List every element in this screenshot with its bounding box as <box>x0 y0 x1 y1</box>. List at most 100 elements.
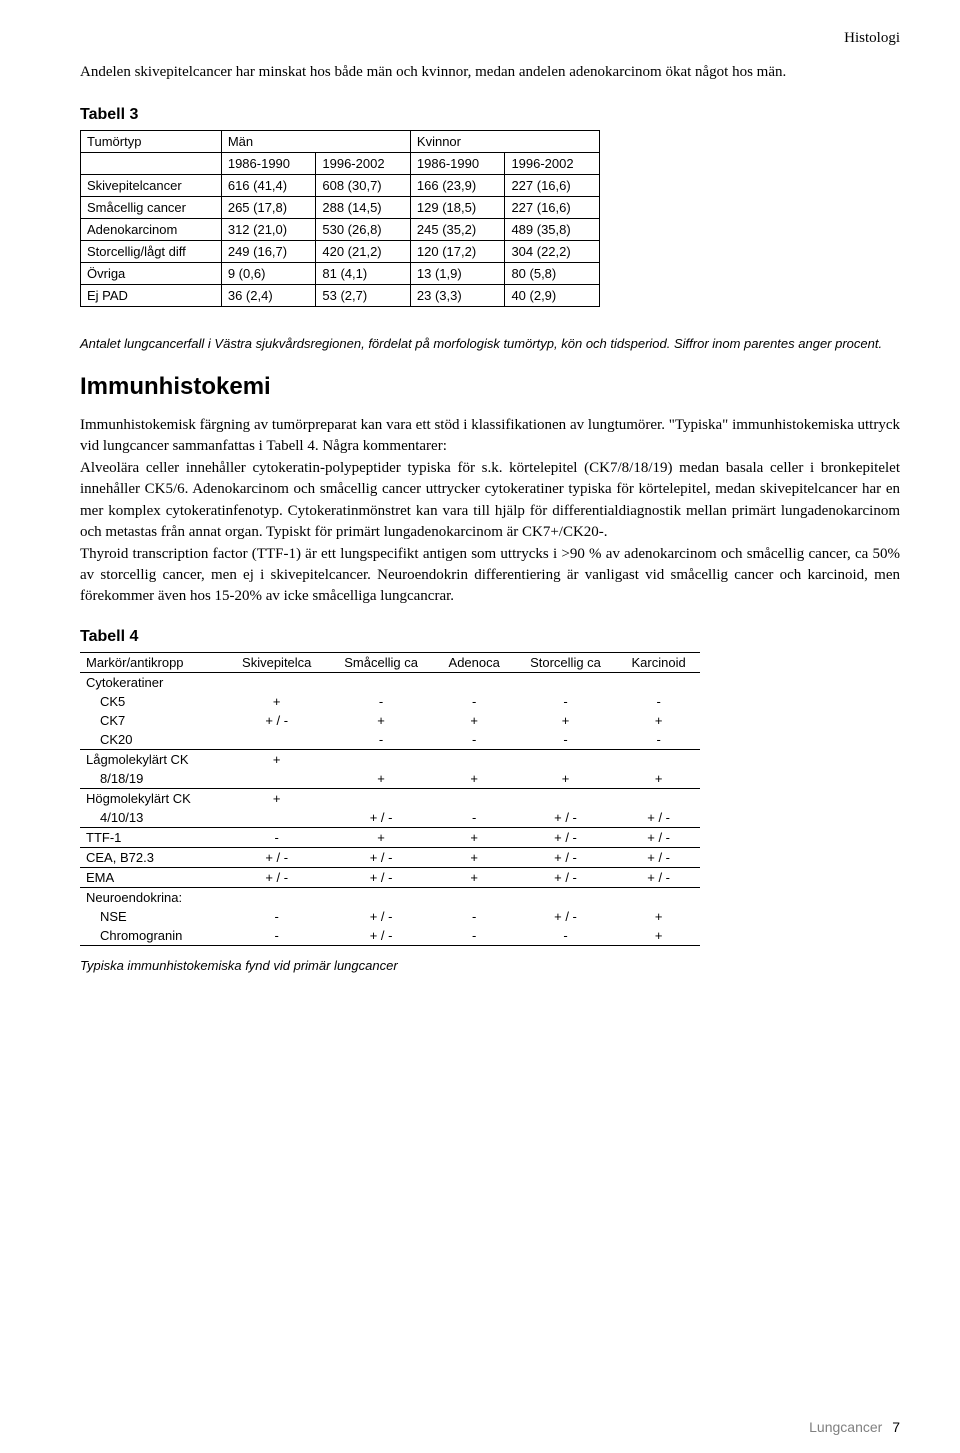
table3-heading: Tabell 3 <box>80 106 900 124</box>
t3-cell: 13 (1,9) <box>410 262 505 284</box>
table-row: Ej PAD36 (2,4)53 (2,7)23 (3,3)40 (2,9) <box>81 284 600 306</box>
t3-cell: 23 (3,3) <box>410 284 505 306</box>
t4-cell: + <box>435 827 514 847</box>
t4-row-label: 8/18/19 <box>80 769 226 789</box>
footer-title: Lungcancer <box>809 1419 882 1435</box>
t4-cell: + <box>226 749 328 769</box>
table3: Tumörtyp Män Kvinnor 1986-19901996-20021… <box>80 130 600 307</box>
t4-row-label: CK20 <box>80 730 226 750</box>
t4-cell: - <box>226 827 328 847</box>
t4-cell: + <box>226 788 328 808</box>
t4-cell <box>435 672 514 692</box>
t4-row-label: NSE <box>80 907 226 926</box>
t4-cell: + <box>435 847 514 867</box>
table-row: CK5+---- <box>80 692 700 711</box>
t4-col: Skivepitelca <box>226 652 328 672</box>
t4-row-label: CK7 <box>80 711 226 730</box>
table-row: Neuroendokrina: <box>80 887 700 907</box>
t4-cell: - <box>514 730 617 750</box>
t3-subcol: 1996-2002 <box>316 152 411 174</box>
t3-subcol: 1996-2002 <box>505 152 600 174</box>
t4-row-label: Chromogranin <box>80 926 226 946</box>
t4-row-label: TTF-1 <box>80 827 226 847</box>
t3-cell: 245 (35,2) <box>410 218 505 240</box>
t4-cell: + <box>435 711 514 730</box>
t4-cell: - <box>617 692 700 711</box>
t4-row-label: EMA <box>80 867 226 887</box>
t4-cell: + / - <box>617 847 700 867</box>
t4-cell: + / - <box>328 847 435 867</box>
t4-cell: + <box>514 711 617 730</box>
t4-cell <box>328 672 435 692</box>
t4-cell <box>435 749 514 769</box>
t4-cell <box>514 788 617 808</box>
table-row: Chromogranin-+ / ---+ <box>80 926 700 946</box>
t3-row-label: Ej PAD <box>81 284 222 306</box>
t3-cell: 80 (5,8) <box>505 262 600 284</box>
t4-cell: + <box>435 769 514 789</box>
t4-cell: + / - <box>328 808 435 828</box>
t4-row-label: 4/10/13 <box>80 808 226 828</box>
t3-subcol: 1986-1990 <box>410 152 505 174</box>
table-row: EMA+ / -+ / -++ / -+ / - <box>80 867 700 887</box>
t3-cell: 36 (2,4) <box>221 284 316 306</box>
t3-cell: 530 (26,8) <box>316 218 411 240</box>
t3-cell: 166 (23,9) <box>410 174 505 196</box>
page-footer: Lungcancer 7 <box>809 1419 900 1435</box>
t3-cell: 227 (16,6) <box>505 196 600 218</box>
t3-cell: 420 (21,2) <box>316 240 411 262</box>
t4-cell <box>328 887 435 907</box>
table-row: Cytokeratiner <box>80 672 700 692</box>
t4-cell <box>514 887 617 907</box>
t3-cell: 312 (21,0) <box>221 218 316 240</box>
table3-caption: Antalet lungcancerfall i Västra sjukvård… <box>80 335 900 353</box>
table-row: CK20---- <box>80 730 700 750</box>
immuno-p2: Alveolära celler innehåller cytokeratin-… <box>80 460 900 540</box>
table-row: Högmolekylärt CK+ <box>80 788 700 808</box>
t4-cell: + / - <box>226 867 328 887</box>
t4-col: Storcellig ca <box>514 652 617 672</box>
t3-row-label: Småcellig cancer <box>81 196 222 218</box>
t4-col: Karcinoid <box>617 652 700 672</box>
t4-cell <box>617 749 700 769</box>
t4-group-label: Cytokeratiner <box>80 672 226 692</box>
t4-cell <box>435 887 514 907</box>
t3-cell: 288 (14,5) <box>316 196 411 218</box>
t3-col-tumortyp: Tumörtyp <box>81 130 222 152</box>
t4-cell: - <box>435 907 514 926</box>
t4-cell <box>514 672 617 692</box>
t4-cell: + <box>435 867 514 887</box>
t3-col-man: Män <box>221 130 410 152</box>
table-row: TTF-1-+++ / -+ / - <box>80 827 700 847</box>
t4-cell: + / - <box>514 907 617 926</box>
t3-cell: 129 (18,5) <box>410 196 505 218</box>
t3-cell: 81 (4,1) <box>316 262 411 284</box>
t4-cell: + <box>617 907 700 926</box>
t4-cell <box>226 808 328 828</box>
t4-cell <box>226 730 328 750</box>
footer-page: 7 <box>892 1419 900 1435</box>
t4-cell: + / - <box>328 926 435 946</box>
t4-cell: + / - <box>617 867 700 887</box>
t4-cell: - <box>617 730 700 750</box>
t4-cell <box>328 749 435 769</box>
table-row: CEA, B72.3+ / -+ / -++ / -+ / - <box>80 847 700 867</box>
t3-cell: 608 (30,7) <box>316 174 411 196</box>
t3-cell: 616 (41,4) <box>221 174 316 196</box>
t4-cell: + <box>617 769 700 789</box>
t4-cell: + / - <box>617 827 700 847</box>
table-row: Övriga9 (0,6)81 (4,1)13 (1,9)80 (5,8) <box>81 262 600 284</box>
t4-cell <box>617 788 700 808</box>
immuno-heading: Immunhistokemi <box>80 373 900 401</box>
t4-cell: - <box>514 692 617 711</box>
table4-heading: Tabell 4 <box>80 628 900 646</box>
t4-cell: + / - <box>514 808 617 828</box>
t4-group-label: Högmolekylärt CK <box>80 788 226 808</box>
table-row: Småcellig cancer265 (17,8)288 (14,5)129 … <box>81 196 600 218</box>
section-header: Histologi <box>80 30 900 47</box>
t4-cell <box>226 769 328 789</box>
t4-cell: + / - <box>328 867 435 887</box>
table4-caption: Typiska immunhistokemiska fynd vid primä… <box>80 958 900 973</box>
t4-cell: - <box>328 692 435 711</box>
t4-cell: + <box>617 926 700 946</box>
